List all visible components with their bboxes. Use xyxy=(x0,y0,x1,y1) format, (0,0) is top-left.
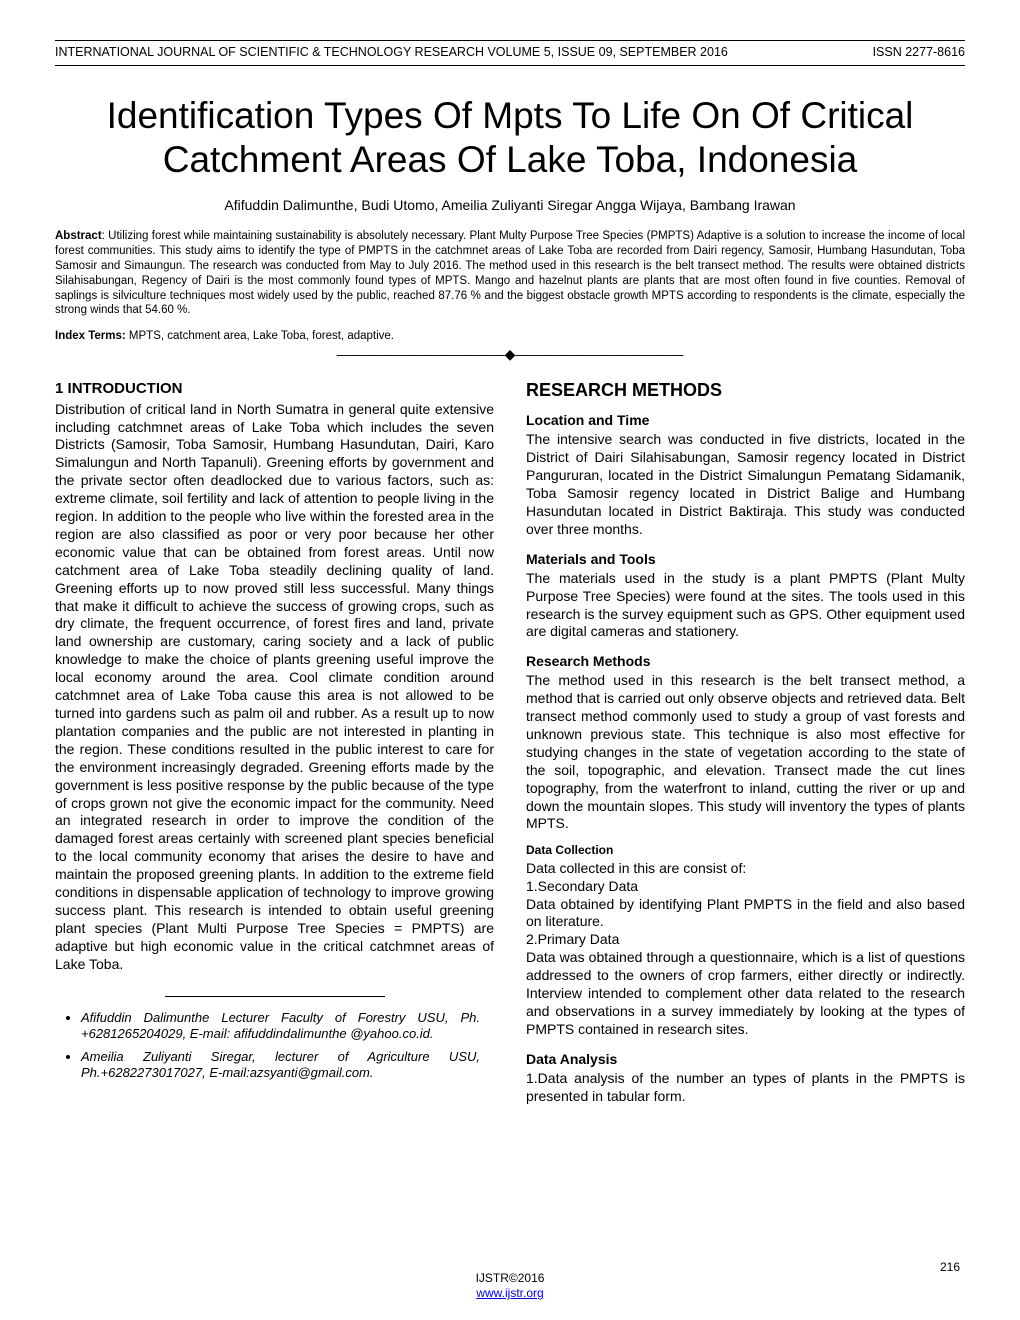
location-time-heading: Location and Time xyxy=(526,412,965,430)
research-methods-heading: RESEARCH METHODS xyxy=(526,379,965,402)
index-terms-label: Index Terms: xyxy=(55,330,126,342)
intro-number: 1 I xyxy=(55,380,72,397)
primary-data-heading: 2.Primary Data xyxy=(526,931,965,949)
footnote-item: Ameilia Zuliyanti Siregar, lecturer of A… xyxy=(81,1049,480,1082)
primary-data-body: Data was obtained through a questionnair… xyxy=(526,949,965,1039)
left-column: 1 INTRODUCTION Distribution of critical … xyxy=(55,379,494,1105)
paper-title: Identification Types Of Mpts To Life On … xyxy=(55,94,965,183)
data-analysis-heading: Data Analysis xyxy=(526,1051,965,1069)
data-analysis-body: 1.Data analysis of the number an types o… xyxy=(526,1070,965,1106)
journal-name: INTERNATIONAL JOURNAL OF SCIENTIFIC & TE… xyxy=(55,45,728,59)
abstract-text: : Utilizing forest while maintaining sus… xyxy=(55,230,965,317)
secondary-data-body: Data obtained by identifying Plant PMPTS… xyxy=(526,896,965,932)
abstract-label: Abstract xyxy=(55,230,102,242)
footnote-rule xyxy=(165,996,385,997)
header-top-rule xyxy=(55,40,965,41)
footer-copyright: IJSTR©2016 xyxy=(476,1271,545,1285)
intro-label: NTRODUCTION xyxy=(72,380,183,397)
section-divider: ————————————◆———————————— xyxy=(55,346,965,363)
footnote-item: Afifuddin Dalimunthe Lecturer Faculty of… xyxy=(81,1010,480,1043)
page: INTERNATIONAL JOURNAL OF SCIENTIFIC & TE… xyxy=(0,0,1020,1320)
abstract-block: Abstract: Utilizing forest while maintai… xyxy=(55,229,965,319)
materials-tools-body: The materials used in the study is a pla… xyxy=(526,570,965,642)
running-header: INTERNATIONAL JOURNAL OF SCIENTIFIC & TE… xyxy=(55,45,965,66)
author-footnotes: Afifuddin Dalimunthe Lecturer Faculty of… xyxy=(55,1010,494,1083)
intro-heading: 1 INTRODUCTION xyxy=(55,379,494,398)
materials-tools-heading: Materials and Tools xyxy=(526,551,965,569)
research-methods-body: The method used in this research is the … xyxy=(526,672,965,833)
two-column-body: 1 INTRODUCTION Distribution of critical … xyxy=(55,379,965,1105)
right-column: RESEARCH METHODS Location and Time The i… xyxy=(526,379,965,1105)
authors-line: Afifuddin Dalimunthe, Budi Utomo, Ameili… xyxy=(55,197,965,213)
location-time-body: The intensive search was conducted in fi… xyxy=(526,431,965,538)
index-terms: Index Terms: MPTS, catchment area, Lake … xyxy=(55,330,965,342)
issn: ISSN 2277-8616 xyxy=(873,45,965,59)
data-collection-intro: Data collected in this are consist of: xyxy=(526,860,965,878)
data-collection-heading: Data Collection xyxy=(526,843,965,858)
secondary-data-heading: 1.Secondary Data xyxy=(526,878,965,896)
index-terms-text: MPTS, catchment area, Lake Toba, forest,… xyxy=(126,330,394,342)
intro-body: Distribution of critical land in North S… xyxy=(55,401,494,974)
research-methods-sub-heading: Research Methods xyxy=(526,653,965,671)
page-footer: IJSTR©2016 www.ijstr.org xyxy=(0,1271,1020,1302)
footer-url-link[interactable]: www.ijstr.org xyxy=(476,1286,543,1300)
